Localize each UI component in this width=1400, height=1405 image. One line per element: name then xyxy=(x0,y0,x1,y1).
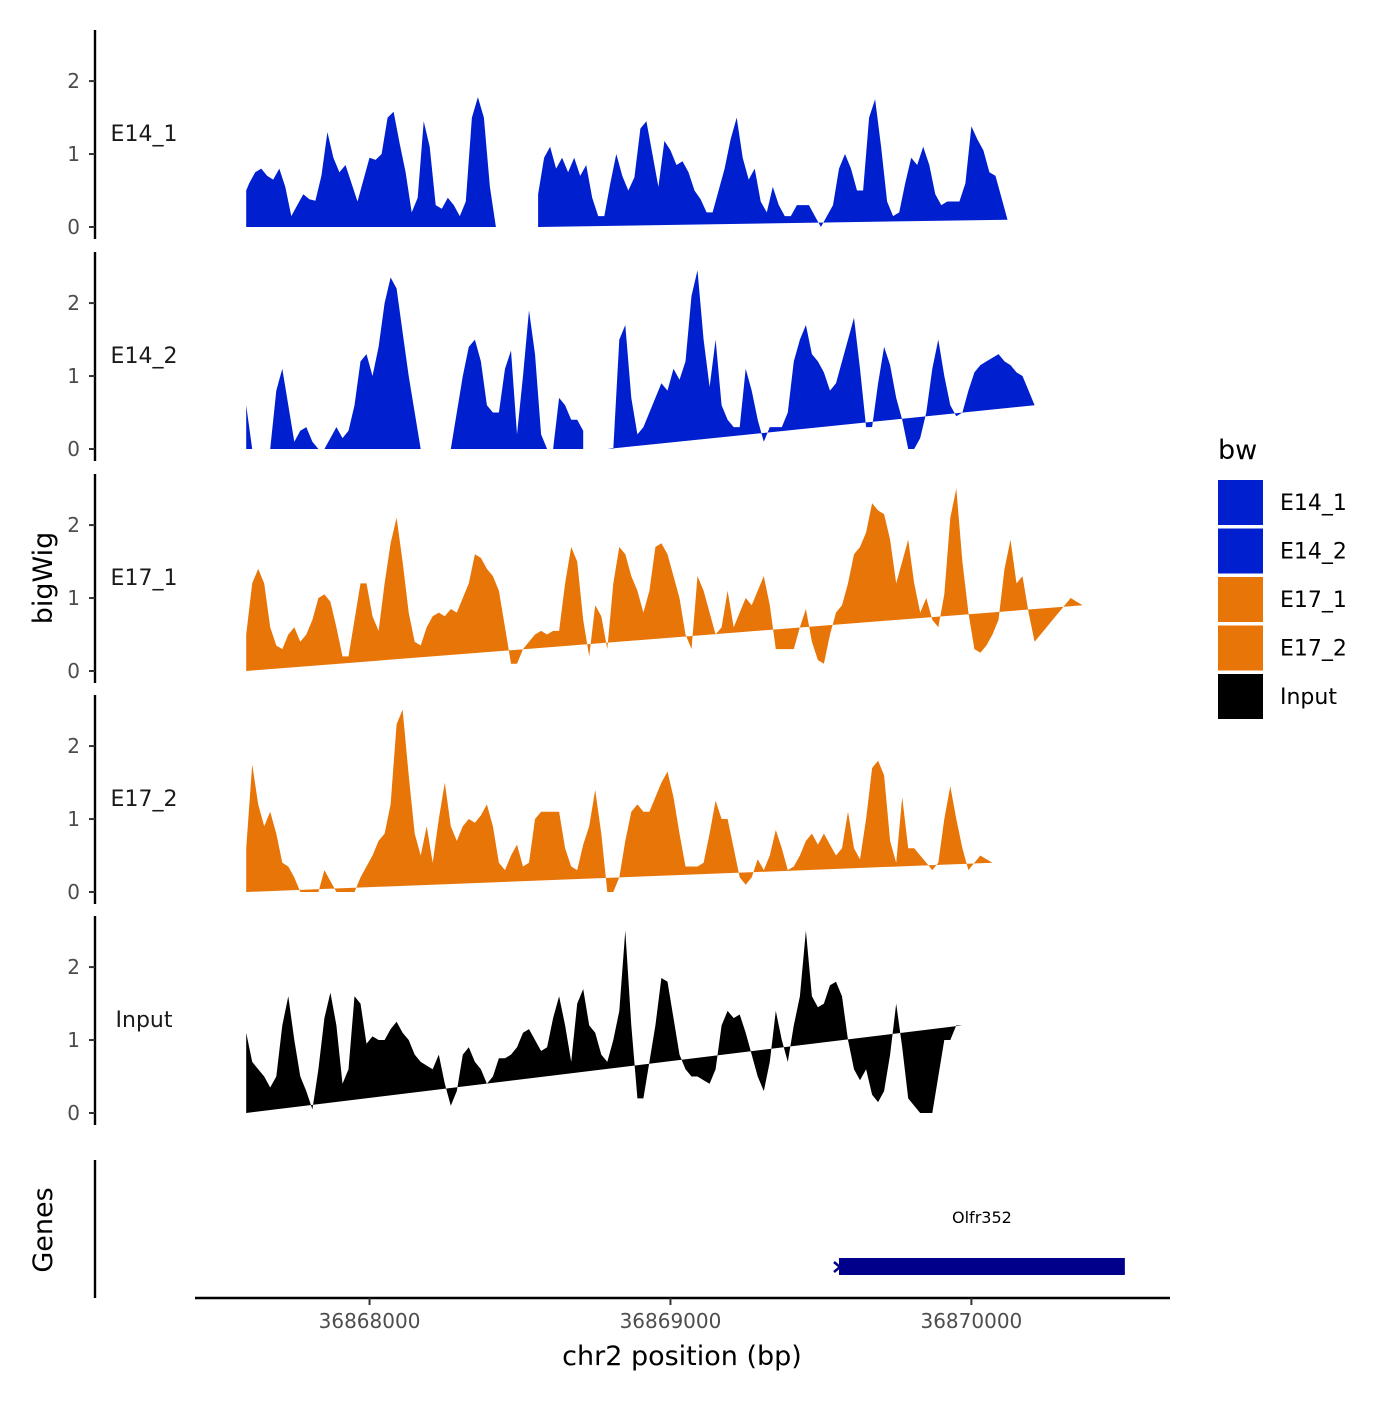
x-axis-title: chr2 position (bp) xyxy=(562,1341,802,1372)
track-label: E17_2 xyxy=(111,787,178,812)
track-e14-1: 0 1 2 E14_1 xyxy=(67,30,1008,239)
legend-item-e14-1: E14_1 xyxy=(1218,480,1347,525)
y-tick-label: 2 xyxy=(67,734,80,758)
coverage-area-e17-2 xyxy=(246,709,993,892)
gene-olfr352: Olfr352 xyxy=(833,1208,1125,1275)
coverage-area-input xyxy=(246,930,963,1113)
coverage-area-e14-2 xyxy=(607,270,1035,449)
track-label: E17_1 xyxy=(111,566,178,591)
gene-body xyxy=(838,1258,1125,1275)
y-tick-label: 1 xyxy=(67,807,80,831)
x-tick-label: 36868000 xyxy=(319,1309,421,1333)
coverage-area-e14-1 xyxy=(538,99,1008,227)
legend-item-e17-1: E17_1 xyxy=(1218,577,1347,622)
y-tick-label: 1 xyxy=(67,364,80,388)
y-tick-label: 0 xyxy=(67,880,80,904)
y-tick-label: 1 xyxy=(67,586,80,610)
track-e17-1: 0 1 2 E17_1 xyxy=(67,474,1083,683)
gene-label: Olfr352 xyxy=(952,1208,1012,1227)
tracks-layer: 0 1 2 E14_1 0 1 2 E14_2 0 1 2 E17_1 0 1 2 E17_2 0 1 2 Input xyxy=(67,30,1083,1125)
legend-label: E14_1 xyxy=(1280,491,1347,516)
y-tick-label: 2 xyxy=(67,955,80,979)
legend-label: E17_2 xyxy=(1280,637,1347,662)
legend-swatch xyxy=(1218,625,1263,671)
genes-axis-title: Genes xyxy=(28,1187,59,1272)
x-tick-label: 36870000 xyxy=(920,1309,1022,1333)
y-tick-label: 2 xyxy=(67,513,80,537)
genes-layer: Olfr352 xyxy=(93,1160,1125,1298)
y-tick-label: 0 xyxy=(67,215,80,239)
legend: bw E14_1 E14_2 E17_1 E17_2 Input xyxy=(1218,435,1347,719)
legend-item-e14-2: E14_2 xyxy=(1218,528,1347,574)
y-tick-label: 0 xyxy=(67,1101,80,1125)
y-tick-label: 1 xyxy=(67,1028,80,1052)
legend-label: E17_1 xyxy=(1280,588,1347,613)
track-label: Input xyxy=(116,1008,173,1033)
y-tick-label: 0 xyxy=(67,437,80,461)
track-label: E14_2 xyxy=(111,344,178,369)
x-tick-label: 36869000 xyxy=(620,1309,722,1333)
coverage-area-e14-2 xyxy=(246,277,421,449)
y-tick-label: 0 xyxy=(67,659,80,683)
legend-swatch xyxy=(1218,528,1263,574)
y-tick-label: 2 xyxy=(67,291,80,315)
legend-item-e17-2: E17_2 xyxy=(1218,625,1347,671)
legend-swatch xyxy=(1218,480,1263,525)
track-e17-2: 0 1 2 E17_2 xyxy=(67,695,993,904)
x-axis: 36868000 36869000 36870000 xyxy=(195,1296,1170,1333)
y-axis-title: bigWig xyxy=(28,532,59,625)
legend-title: bw xyxy=(1218,435,1257,466)
legend-label: E14_2 xyxy=(1280,540,1347,565)
gene-strand-arrow xyxy=(833,1261,842,1273)
track-input: 0 1 2 Input xyxy=(67,916,963,1125)
y-tick-label: 1 xyxy=(67,142,80,166)
legend-item-input: Input xyxy=(1218,674,1337,719)
coverage-area-e14-1 xyxy=(246,97,526,227)
legend-swatch xyxy=(1218,674,1263,719)
track-label: E14_1 xyxy=(111,122,178,147)
legend-label: Input xyxy=(1280,685,1337,710)
y-tick-label: 2 xyxy=(67,69,80,93)
coverage-area-e17-1 xyxy=(246,488,1083,671)
legend-swatch xyxy=(1218,577,1263,622)
track-e14-2: 0 1 2 E14_2 xyxy=(67,252,1035,461)
coverage-area-e14-2 xyxy=(450,310,584,449)
